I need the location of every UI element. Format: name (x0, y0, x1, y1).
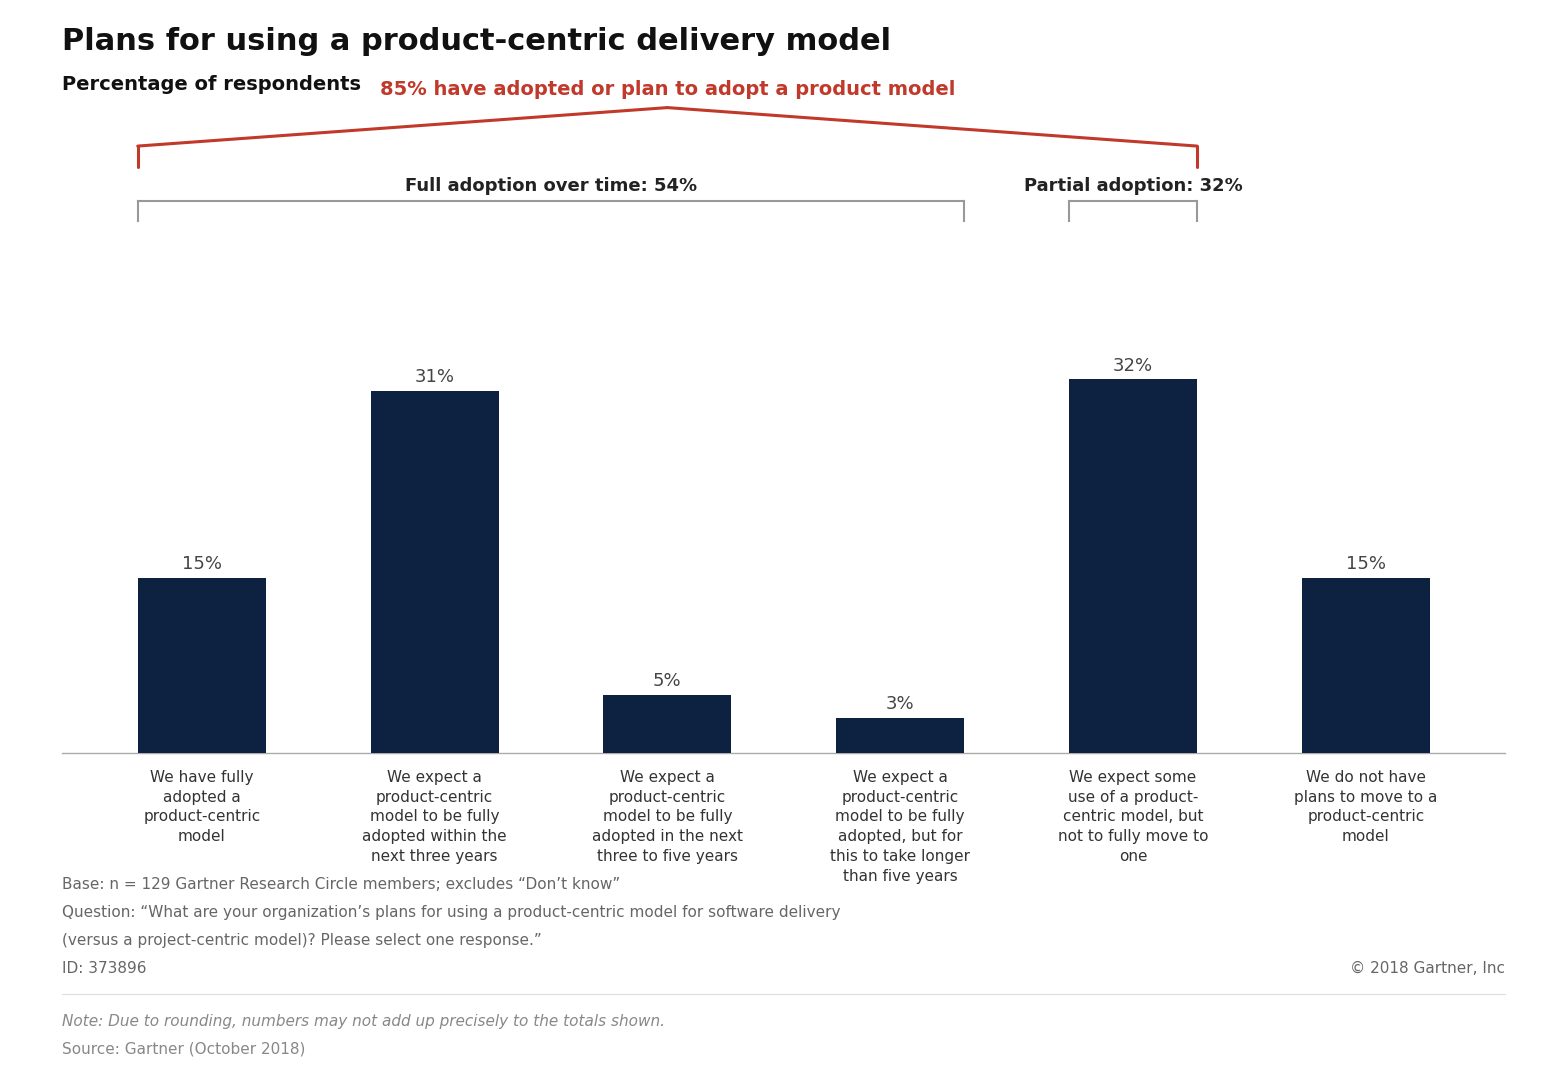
Bar (604, 695, 731, 753)
Text: 15%: 15% (182, 555, 222, 574)
Text: Question: “What are your organization’s plans for using a product-centric model : Question: “What are your organization’s … (62, 905, 841, 920)
Text: Source: Gartner (October 2018): Source: Gartner (October 2018) (62, 1042, 306, 1057)
Text: Base: n = 129 Gartner Research Circle members; excludes “Don’t know”: Base: n = 129 Gartner Research Circle me… (62, 877, 621, 892)
Text: Partial adoption: 32%: Partial adoption: 32% (1024, 176, 1242, 195)
Text: 32%: 32% (1113, 356, 1153, 374)
Text: Note: Due to rounding, numbers may not add up precisely to the totals shown.: Note: Due to rounding, numbers may not a… (62, 1014, 666, 1029)
Text: Full adoption over time: 54%: Full adoption over time: 54% (405, 176, 697, 195)
Text: © 2018 Gartner, Inc: © 2018 Gartner, Inc (1350, 961, 1505, 976)
Bar (371, 391, 498, 753)
Text: 31%: 31% (414, 368, 455, 386)
Bar (1069, 380, 1197, 753)
Text: Percentage of respondents: Percentage of respondents (62, 75, 362, 95)
Bar (1302, 578, 1429, 753)
Text: 3%: 3% (886, 695, 914, 713)
Text: 5%: 5% (653, 672, 681, 690)
Text: ID: 373896: ID: 373896 (62, 961, 146, 976)
Bar (138, 578, 265, 753)
Text: 15%: 15% (1346, 555, 1386, 574)
Text: Plans for using a product-centric delivery model: Plans for using a product-centric delive… (62, 27, 891, 56)
Text: 85% have adopted or plan to adopt a product model: 85% have adopted or plan to adopt a prod… (380, 80, 954, 99)
Text: (versus a project-centric model)? Please select one response.”: (versus a project-centric model)? Please… (62, 933, 542, 948)
Bar (837, 718, 964, 753)
